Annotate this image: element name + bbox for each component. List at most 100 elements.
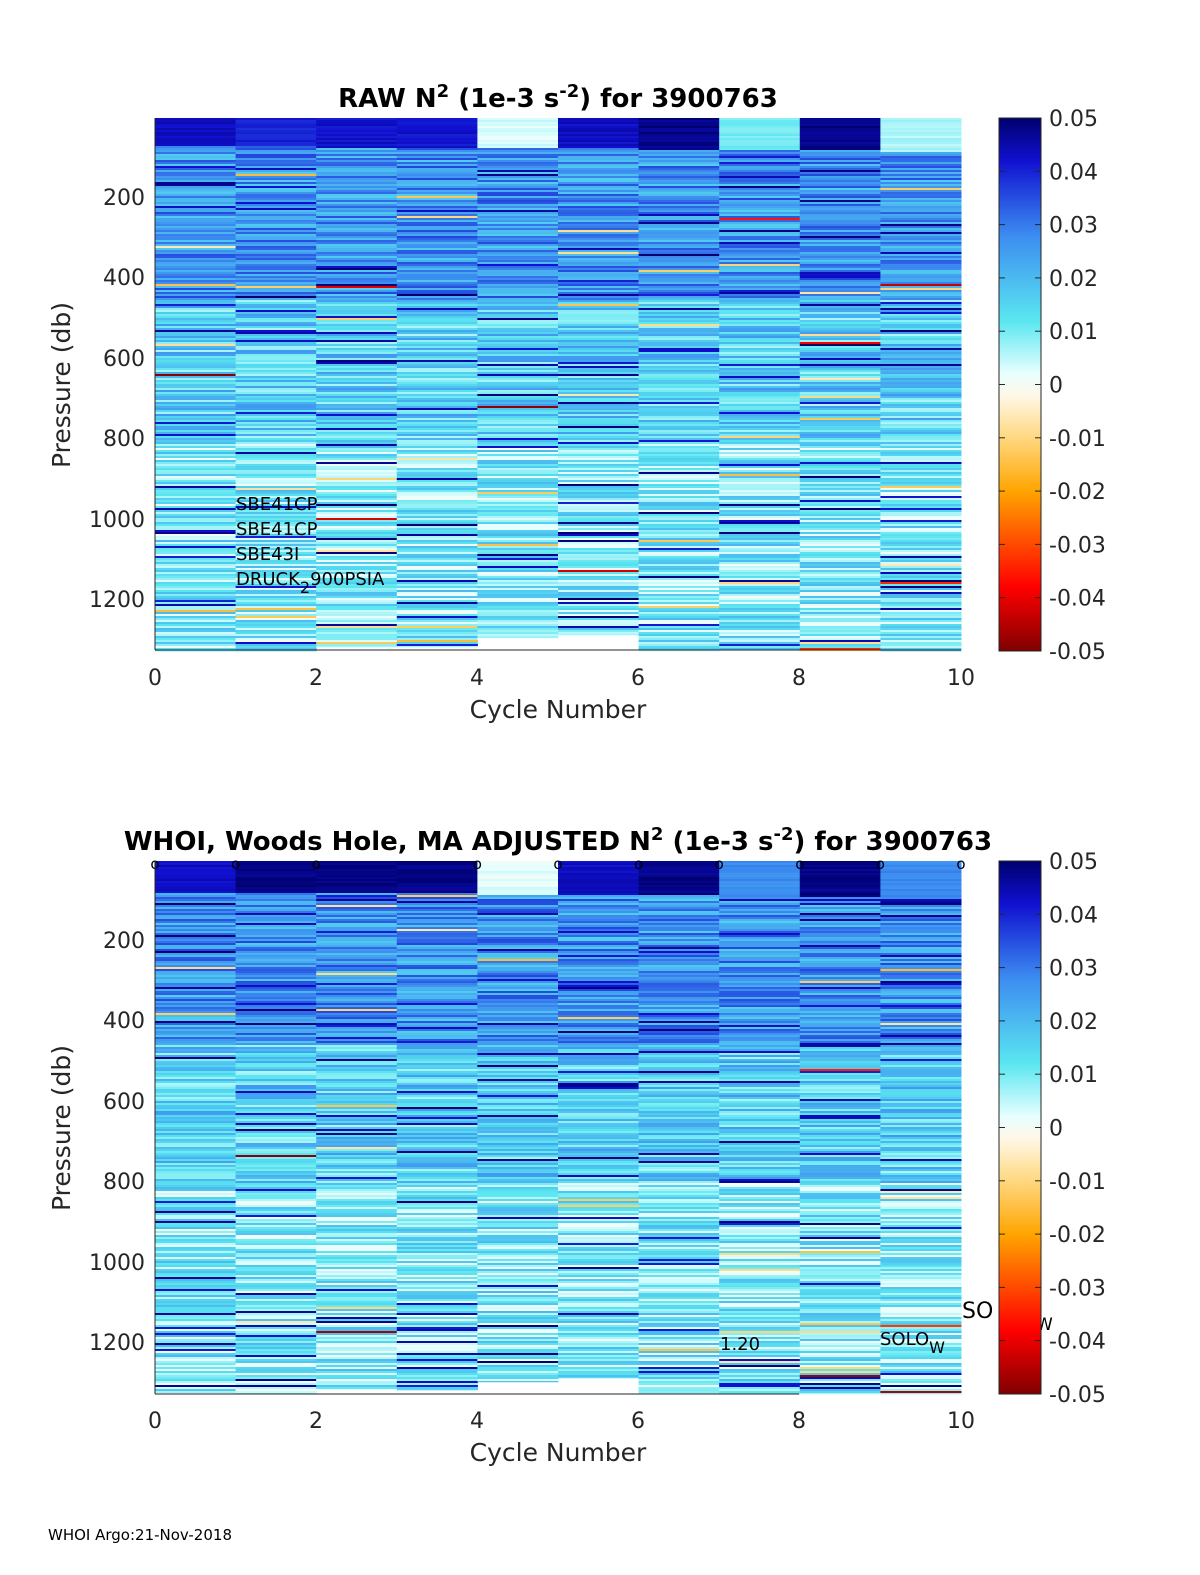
heatmap-cell bbox=[799, 929, 881, 932]
heatmap-cell bbox=[235, 182, 317, 185]
heatmap-cell bbox=[396, 312, 478, 315]
heatmap-cell bbox=[719, 1083, 801, 1086]
heatmap-cell bbox=[799, 488, 881, 491]
heatmap-cell bbox=[155, 1281, 237, 1284]
heatmap-cell bbox=[638, 1137, 720, 1140]
heatmap-cell bbox=[155, 1263, 237, 1266]
heatmap-cell bbox=[799, 536, 881, 539]
heatmap-cell bbox=[799, 312, 881, 315]
heatmap-cell bbox=[235, 366, 317, 369]
heatmap-cell bbox=[235, 1115, 317, 1118]
heatmap-cell bbox=[719, 614, 801, 617]
heatmap-cell bbox=[477, 1363, 559, 1366]
heatmap-cell bbox=[880, 478, 962, 481]
heatmap-cell bbox=[316, 640, 398, 643]
heatmap-cell bbox=[235, 288, 317, 291]
heatmap-cell bbox=[558, 1073, 640, 1076]
heatmap-cell bbox=[799, 262, 881, 265]
heatmap-cell bbox=[638, 162, 720, 165]
heatmap-cell bbox=[477, 1171, 559, 1174]
heatmap-cell bbox=[638, 402, 720, 405]
heatmap-cell bbox=[558, 502, 640, 505]
heatmap-cell bbox=[155, 130, 237, 133]
heatmap-cell bbox=[719, 130, 801, 133]
heatmap-cell bbox=[396, 1329, 478, 1332]
heatmap-cell bbox=[235, 184, 317, 187]
heatmap-cell bbox=[316, 1105, 398, 1108]
heatmap-cell bbox=[719, 1383, 801, 1386]
heatmap-cell bbox=[396, 230, 478, 233]
heatmap-cell bbox=[638, 492, 720, 495]
heatmap-cell bbox=[477, 212, 559, 215]
heatmap-cell bbox=[558, 368, 640, 371]
heatmap-cell bbox=[316, 1233, 398, 1236]
heatmap-cell bbox=[880, 556, 962, 559]
heatmap-cell bbox=[316, 612, 398, 615]
heatmap-cell bbox=[638, 1251, 720, 1254]
heatmap-cell bbox=[880, 554, 962, 557]
heatmap-cell bbox=[719, 358, 801, 361]
heatmap-cell bbox=[719, 316, 801, 319]
heatmap-cell bbox=[799, 432, 881, 435]
heatmap-cell bbox=[719, 368, 801, 371]
heatmap-cell bbox=[396, 893, 478, 896]
heatmap-cell bbox=[799, 1059, 881, 1062]
heatmap-cell bbox=[799, 506, 881, 509]
heatmap-cell bbox=[638, 238, 720, 241]
heatmap-cell bbox=[477, 1345, 559, 1348]
heatmap-cell bbox=[155, 190, 237, 193]
heatmap-cell bbox=[799, 222, 881, 225]
heatmap-cell bbox=[799, 436, 881, 439]
heatmap-cell bbox=[155, 534, 237, 537]
heatmap-cell bbox=[719, 168, 801, 171]
heatmap-cell bbox=[638, 1233, 720, 1236]
heatmap-cell bbox=[235, 454, 317, 457]
heatmap-cell bbox=[719, 1021, 801, 1024]
heatmap-cell bbox=[799, 340, 881, 343]
heatmap-cell bbox=[396, 977, 478, 980]
heatmap-cell bbox=[235, 140, 317, 143]
heatmap-cell bbox=[235, 1367, 317, 1370]
heatmap-cell bbox=[880, 372, 962, 375]
heatmap-cell bbox=[477, 1121, 559, 1124]
heatmap-cell bbox=[558, 1349, 640, 1352]
heatmap-cell bbox=[396, 1015, 478, 1018]
heatmap-cell bbox=[155, 214, 237, 217]
heatmap-cell bbox=[799, 877, 881, 880]
heatmap-cell bbox=[638, 911, 720, 914]
heatmap-cell bbox=[558, 1279, 640, 1282]
heatmap-cell bbox=[396, 1353, 478, 1356]
heatmap-cell bbox=[719, 925, 801, 928]
heatmap-cell bbox=[799, 252, 881, 255]
heatmap-cell bbox=[235, 895, 317, 898]
heatmap-cell bbox=[477, 136, 559, 139]
heatmap-cell bbox=[638, 1239, 720, 1242]
heatmap-cell bbox=[235, 1325, 317, 1328]
heatmap-cell bbox=[235, 963, 317, 966]
heatmap-cell bbox=[155, 1327, 237, 1330]
heatmap-cell bbox=[799, 266, 881, 269]
heatmap-cell bbox=[235, 306, 317, 309]
heatmap-cell bbox=[316, 582, 398, 585]
heatmap-cell bbox=[235, 1271, 317, 1274]
heatmap-cell bbox=[719, 310, 801, 313]
heatmap-cell bbox=[799, 985, 881, 988]
heatmap-cell bbox=[316, 863, 398, 866]
heatmap-cell bbox=[719, 468, 801, 471]
heatmap-cell bbox=[477, 1041, 559, 1044]
heatmap-cell bbox=[477, 476, 559, 479]
heatmap-cell bbox=[558, 1225, 640, 1228]
heatmap-cell bbox=[396, 1339, 478, 1342]
heatmap-cell bbox=[558, 1363, 640, 1366]
heatmap-cell bbox=[799, 148, 881, 151]
heatmap-cell bbox=[396, 592, 478, 595]
heatmap-cell bbox=[558, 364, 640, 367]
heatmap-cell bbox=[316, 172, 398, 175]
heatmap-cell bbox=[638, 416, 720, 419]
heatmap-cell bbox=[316, 1029, 398, 1032]
heatmap-cell bbox=[638, 989, 720, 992]
heatmap-cell bbox=[719, 997, 801, 1000]
heatmap-cell bbox=[638, 194, 720, 197]
heatmap-cell bbox=[396, 1181, 478, 1184]
heatmap-cell bbox=[477, 432, 559, 435]
